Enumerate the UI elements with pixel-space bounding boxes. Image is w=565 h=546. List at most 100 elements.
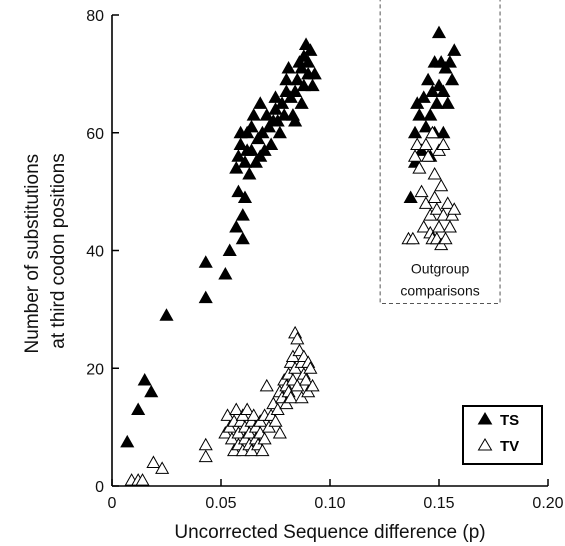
tv-point xyxy=(429,202,444,215)
ts-point xyxy=(235,231,250,245)
x-tick-label: 0 xyxy=(108,495,117,512)
ts-point xyxy=(429,96,444,109)
tv-point xyxy=(268,414,283,427)
tick-labels: 0 0.05 0.10 0.15 0.20 0 20 40 60 80 xyxy=(86,8,563,512)
tv-point xyxy=(431,219,447,233)
ts-point xyxy=(235,208,250,221)
y-tick-label: 80 xyxy=(86,8,104,25)
tv-point xyxy=(436,137,451,151)
ts-point xyxy=(253,96,268,109)
ts-point xyxy=(436,84,451,98)
tv-point xyxy=(405,231,420,245)
ts-point xyxy=(242,166,257,180)
ts-point xyxy=(272,125,287,139)
legend-marker-tv xyxy=(477,438,493,451)
ts-point xyxy=(237,155,253,168)
tv-point xyxy=(135,473,150,486)
tv-point xyxy=(434,178,449,192)
tv-point xyxy=(229,402,244,415)
ts-point xyxy=(445,72,460,86)
y-axis-label-line-1: Number of substitutions xyxy=(22,154,43,354)
tv-point xyxy=(427,190,442,204)
ts-point xyxy=(222,243,237,256)
ts-point xyxy=(442,55,457,68)
x-tick-label: 0.15 xyxy=(423,495,454,512)
y-tick-label: 0 xyxy=(95,479,104,496)
tv-point xyxy=(412,161,427,174)
tv-point xyxy=(425,125,440,139)
legend-marker-ts xyxy=(477,412,493,425)
tv-point xyxy=(407,149,423,162)
ts-point xyxy=(233,137,248,151)
x-axis-label: Uncorrected Sequence difference (p) xyxy=(174,522,485,543)
x-tick-label: 0.20 xyxy=(532,495,563,512)
x-tick-label: 0.05 xyxy=(205,495,236,512)
ts-point xyxy=(120,434,135,448)
ts-point xyxy=(418,119,433,133)
outgroup-box xyxy=(379,0,501,304)
ts-point xyxy=(277,108,292,121)
tv-point xyxy=(410,137,425,151)
y-tick-label: 60 xyxy=(86,126,104,143)
ts-point xyxy=(403,190,418,204)
y-axis-label-line-2: at third codon positions xyxy=(48,153,69,348)
legend-label-tv: TV xyxy=(500,438,519,455)
ts-point xyxy=(412,108,427,121)
ts-point xyxy=(237,190,253,204)
ts-point xyxy=(296,78,311,92)
ts-point xyxy=(264,137,279,151)
ts-point xyxy=(281,60,296,74)
tv-point xyxy=(427,166,442,180)
tv-point xyxy=(414,184,429,198)
ts-point xyxy=(421,72,436,86)
tv-point xyxy=(303,361,318,374)
tv-point xyxy=(255,443,270,457)
legend-label-ts: TS xyxy=(500,412,519,429)
ts-point xyxy=(131,402,146,415)
tv-point xyxy=(298,373,314,386)
ts-point xyxy=(294,96,309,109)
ts-point xyxy=(137,373,152,386)
tv-point xyxy=(257,431,272,445)
tv-point xyxy=(438,231,453,245)
ts-point xyxy=(290,72,305,86)
ts-point xyxy=(447,43,462,56)
tv-point xyxy=(146,455,161,468)
ts-point xyxy=(198,255,213,268)
tv-point xyxy=(290,331,305,345)
tv-point xyxy=(246,408,261,421)
outgroup-label-line-2: comparisons xyxy=(400,282,479,298)
tv-point xyxy=(440,196,455,209)
tv-point xyxy=(416,219,431,233)
tv-point xyxy=(442,219,457,233)
tv-point xyxy=(283,390,298,404)
ticks xyxy=(111,14,549,487)
ts-point xyxy=(407,125,423,139)
ts-point xyxy=(218,267,233,280)
ts-point xyxy=(244,119,259,133)
y-axis-label: Number of substitutions at third codon p… xyxy=(22,149,69,354)
legend: TS TV xyxy=(462,405,543,465)
data-points xyxy=(120,25,462,486)
y-tick-label: 20 xyxy=(86,361,104,378)
tv-point xyxy=(198,437,213,451)
y-tick-label: 40 xyxy=(86,244,104,261)
ts-point xyxy=(268,90,283,103)
outgroup-label-line-1: Outgroup xyxy=(411,260,470,276)
ts-point xyxy=(231,184,246,198)
ts-point xyxy=(144,384,159,398)
ts-point xyxy=(307,66,322,80)
x-tick-label: 0.10 xyxy=(314,495,345,512)
tv-point xyxy=(305,378,320,392)
ts-point xyxy=(440,96,455,109)
ts-point xyxy=(279,72,294,86)
ts-point xyxy=(159,308,174,321)
ts-point xyxy=(288,113,303,127)
ts-point xyxy=(244,143,259,156)
tv-point xyxy=(155,461,170,474)
tv-point xyxy=(240,402,255,415)
ts-point xyxy=(303,43,318,56)
ts-point xyxy=(301,55,316,68)
tv-point xyxy=(421,149,436,162)
